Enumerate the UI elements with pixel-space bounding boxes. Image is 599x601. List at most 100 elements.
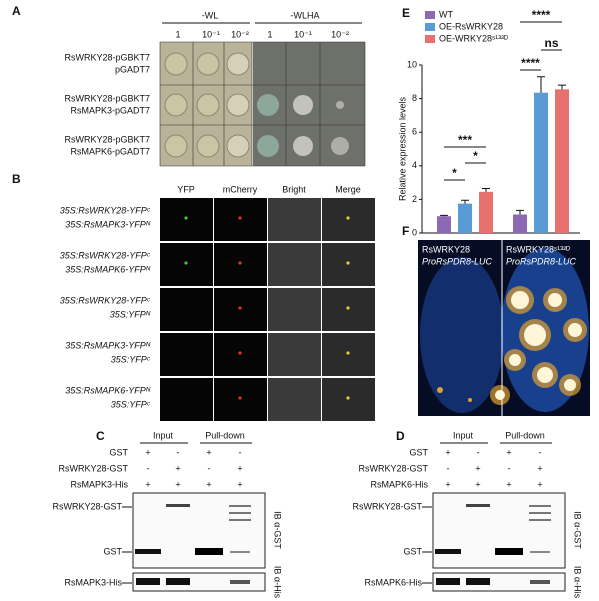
colony — [164, 134, 188, 158]
band — [436, 578, 460, 585]
legend-swatch — [425, 23, 435, 31]
dilution-label: 10⁻² — [231, 29, 249, 39]
row-label: RsWRKY28-GST — [358, 463, 428, 473]
band-label: RsMAPK6-His — [364, 577, 422, 587]
dilution-label: 10⁻¹ — [294, 29, 312, 39]
construct-label: 35S:RsWRKY28-YFPᶜ — [60, 250, 151, 260]
luminescence-spot — [537, 367, 553, 383]
group-label: Input — [453, 430, 474, 440]
legend-label: OE-RsWRKY28 — [439, 21, 503, 31]
signal — [238, 261, 242, 265]
band — [166, 504, 190, 507]
y-tick-label: 8 — [412, 93, 417, 103]
construct-label: RsWRKY28-pGBKT7 — [64, 93, 150, 103]
colony — [257, 135, 279, 157]
leaf — [420, 257, 504, 413]
colony — [293, 95, 313, 115]
panel-label: E — [402, 6, 410, 20]
band — [195, 548, 223, 555]
caption: RsWRKY28 — [422, 244, 470, 254]
micrograph — [268, 198, 321, 241]
construct-label: 35S:YFPᶜ — [111, 354, 151, 364]
dilution-label: 1 — [175, 29, 180, 39]
band — [166, 578, 190, 585]
luminescence-spot — [548, 293, 562, 307]
colony — [331, 137, 349, 155]
band — [529, 519, 551, 521]
antibody-label: IB α-His — [573, 566, 583, 599]
significance-label: * — [473, 149, 478, 163]
band — [466, 504, 490, 507]
caption: ProRsPDR8-LUC — [422, 256, 493, 266]
colony — [336, 101, 344, 109]
row-label: GST — [109, 447, 128, 457]
luminescence-spot — [564, 379, 576, 391]
signal — [346, 216, 350, 220]
construct-label: RsMAPK6-pGADT7 — [70, 146, 150, 156]
panel-label: C — [96, 429, 105, 443]
sign: - — [239, 447, 242, 457]
signal — [184, 216, 188, 220]
group-label: Pull-down — [205, 430, 245, 440]
panel-label: B — [12, 172, 21, 186]
construct-label: 35S:RsMAPK6-YFPᴺ — [65, 385, 151, 395]
band-label: RsWRKY28-GST — [352, 501, 422, 511]
column-label: YFP — [177, 184, 195, 194]
band — [529, 512, 551, 514]
blot — [432, 572, 566, 592]
column-label: mCherry — [223, 184, 258, 194]
legend-swatch — [425, 35, 435, 43]
sign: - — [477, 447, 480, 457]
luminescence-spot — [568, 323, 582, 337]
dilution-label: 10⁻² — [331, 29, 349, 39]
sign: + — [237, 479, 242, 489]
dilution-label: 1 — [267, 29, 272, 39]
construct-label: 35S:RsMAPK3-YFPᴺ — [65, 340, 151, 350]
sign: + — [506, 479, 511, 489]
medium-label: -WL — [202, 10, 219, 20]
band — [136, 578, 160, 585]
antibody-label: IB α-GST — [273, 511, 283, 549]
column-label: Bright — [282, 184, 306, 194]
band — [229, 505, 251, 507]
colony — [293, 136, 313, 156]
error-bar — [558, 84, 566, 90]
group-label: Input — [153, 430, 174, 440]
micrograph — [160, 288, 213, 331]
band-label: RsMAPK3-His — [64, 577, 122, 587]
bar — [534, 92, 548, 233]
colony — [226, 52, 250, 76]
error-bar — [482, 187, 490, 192]
column-label: Merge — [335, 184, 361, 194]
row-label: RsWRKY28-GST — [58, 463, 128, 473]
error-bar — [461, 199, 469, 204]
construct-label: RsWRKY28-pGBKT7 — [64, 52, 150, 62]
signal — [238, 351, 242, 355]
colony — [164, 93, 188, 117]
micrograph — [160, 378, 213, 421]
sign: + — [475, 479, 480, 489]
bar — [513, 214, 527, 233]
band — [435, 549, 461, 554]
blot — [132, 492, 266, 569]
construct-label: 35S:RsMAPK3-YFPᴺ — [65, 219, 151, 229]
luminescence-spot — [509, 354, 521, 366]
colony — [226, 93, 250, 117]
sign: - — [508, 463, 511, 473]
signal — [346, 351, 350, 355]
medium-label: -WLHA — [291, 10, 320, 20]
micrograph — [268, 243, 321, 286]
sign: + — [237, 463, 242, 473]
legend-label: WT — [439, 9, 453, 19]
sign: - — [447, 463, 450, 473]
signal — [238, 306, 242, 310]
signal — [238, 396, 242, 400]
colony — [196, 93, 220, 117]
sign: + — [475, 463, 480, 473]
construct-label: 35S:YFPᴺ — [110, 309, 151, 319]
blot — [432, 492, 566, 569]
construct-label: 35S:RsWRKY28-YFPᶜ — [60, 205, 151, 215]
band — [495, 548, 523, 555]
error-bar — [440, 214, 448, 217]
